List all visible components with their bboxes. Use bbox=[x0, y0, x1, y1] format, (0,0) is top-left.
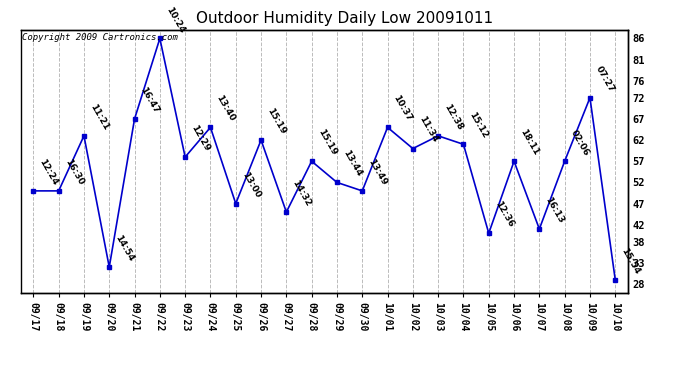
Text: 10:24: 10:24 bbox=[164, 5, 186, 34]
Text: 02:06: 02:06 bbox=[569, 128, 591, 157]
Text: 16:30: 16:30 bbox=[63, 158, 85, 187]
Text: 11:21: 11:21 bbox=[88, 102, 110, 132]
Text: 13:40: 13:40 bbox=[215, 94, 237, 123]
Text: 15:12: 15:12 bbox=[468, 111, 490, 140]
Text: 16:47: 16:47 bbox=[139, 85, 161, 115]
Text: 14:32: 14:32 bbox=[290, 178, 313, 208]
Text: 12:38: 12:38 bbox=[442, 102, 464, 132]
Text: 10:37: 10:37 bbox=[392, 94, 414, 123]
Text: 12:29: 12:29 bbox=[189, 123, 212, 153]
Text: Outdoor Humidity Daily Low 20091011: Outdoor Humidity Daily Low 20091011 bbox=[197, 11, 493, 26]
Text: 15:19: 15:19 bbox=[316, 128, 338, 157]
Text: 13:44: 13:44 bbox=[341, 149, 364, 178]
Text: 12:36: 12:36 bbox=[493, 200, 515, 229]
Text: 12:24: 12:24 bbox=[37, 158, 60, 187]
Text: 15:54: 15:54 bbox=[620, 246, 642, 276]
Text: 16:13: 16:13 bbox=[544, 195, 566, 225]
Text: 14:54: 14:54 bbox=[113, 233, 136, 263]
Text: 07:27: 07:27 bbox=[594, 64, 616, 94]
Text: Copyright 2009 Cartronics.com: Copyright 2009 Cartronics.com bbox=[22, 33, 178, 42]
Text: 13:00: 13:00 bbox=[240, 170, 262, 200]
Text: 11:34: 11:34 bbox=[417, 115, 440, 144]
Text: 18:11: 18:11 bbox=[518, 128, 540, 157]
Text: 13:49: 13:49 bbox=[366, 157, 388, 187]
Text: 15:19: 15:19 bbox=[265, 106, 288, 136]
